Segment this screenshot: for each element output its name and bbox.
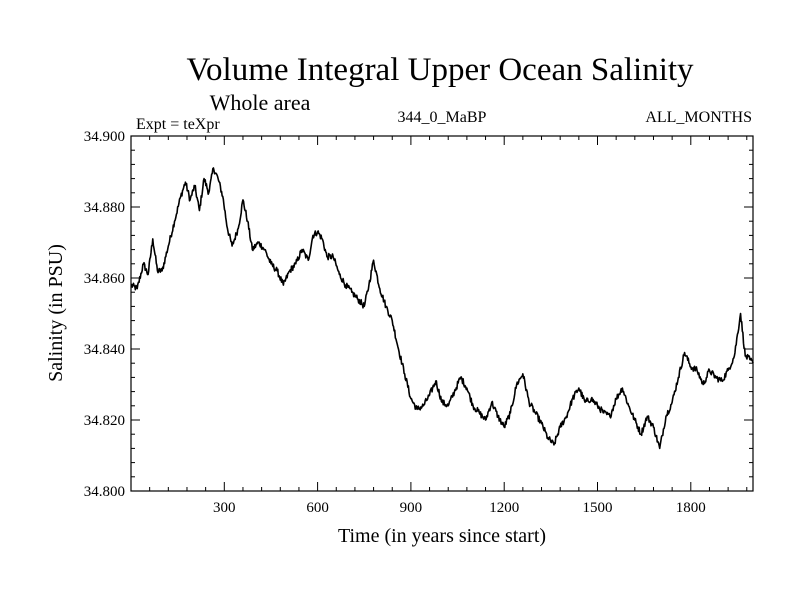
y-tick-label: 34.900 [84,129,125,145]
annotation-left: Expt = teXpr [136,116,220,133]
x-tick-label: 1200 [489,500,519,516]
annotation-center: 344_0_MaBP [398,109,487,126]
y-axis-label: Salinity (in PSU) [45,244,67,382]
y-tick-label: 34.820 [84,413,125,429]
x-tick-label: 1800 [676,500,706,516]
ticks-layer: 300 600 900 1200 1500 1800 34.800 34.820 34.840 3… [84,129,753,516]
y-tick-label: 34.860 [84,271,125,287]
x-axis-label: Time (in years since start) [338,525,546,547]
x-tick-label: 1500 [583,500,613,516]
annotation-right: ALL_MONTHS [645,109,752,126]
x-tick-label: 900 [400,500,423,516]
y-tick-label: 34.840 [84,342,125,358]
chart-subtitle: Whole area [210,90,311,115]
x-tick-label: 300 [213,500,236,516]
chart-title: Volume Integral Upper Ocean Salinity [186,52,694,88]
y-tick-label: 34.800 [84,484,125,500]
x-tick-label: 600 [306,500,329,516]
plot-frame [130,135,754,492]
salinity-series-line [130,167,754,450]
series-layer [130,167,754,450]
y-tick-label: 34.880 [84,200,125,216]
